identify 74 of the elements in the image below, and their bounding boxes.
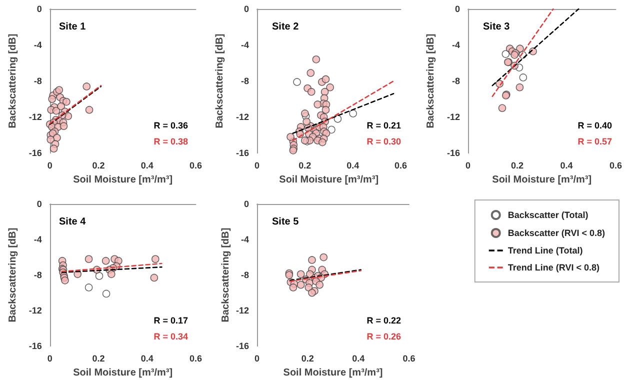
- y-tick-label: 0: [244, 4, 249, 14]
- text: Site 1: [59, 22, 86, 32]
- x-tick-label: 0.6: [394, 160, 407, 171]
- y-axis-title: Backscattering [dB]: [426, 34, 437, 128]
- x-tick-label: 0.4: [352, 354, 365, 364]
- y-tick-label: -4: [34, 234, 42, 245]
- y-tick-label: -8: [452, 76, 460, 86]
- x-tick-label: 0.6: [189, 160, 202, 171]
- annotation: R = 0.34: [154, 332, 188, 342]
- x-tick-label: 0.4: [560, 160, 573, 171]
- y-tick-label: -8: [34, 270, 42, 280]
- y-tick-label: -16: [28, 148, 42, 158]
- legend-label: Backscatter (Total): [508, 210, 588, 220]
- annotation: R = 0.40: [578, 120, 612, 130]
- annotation: R = 0.57: [578, 136, 612, 146]
- y-tick-label: -8: [34, 76, 42, 86]
- y-tick-label: -4: [240, 40, 249, 50]
- y-axis-title: Backscattering [dB]: [214, 34, 226, 128]
- y-tick-label: -4: [34, 40, 42, 50]
- y-axis-title: Backscattering [dB]: [220, 228, 232, 322]
- x-tick-label: 0.2: [298, 160, 312, 171]
- x-tick-label: 0: [465, 160, 471, 171]
- y-tick-label: -16: [28, 341, 42, 352]
- y-tick-label: -16: [446, 148, 460, 158]
- annotation: R = 0.21: [366, 120, 401, 130]
- text: Site 2: [272, 22, 300, 32]
- y-tick-label: -8: [240, 270, 249, 280]
- annotation: R = 0.38: [154, 136, 188, 146]
- x-tick-label: 0.4: [346, 160, 360, 171]
- annotation: R = 0.22: [366, 316, 401, 326]
- legend-label: Trend Line (RVI < 0.8): [508, 262, 600, 272]
- y-tick-label: -16: [236, 341, 249, 352]
- legend-label: Trend Line (Total): [508, 246, 583, 256]
- y-tick-label: -4: [452, 40, 460, 50]
- annotation: R = 0.36: [154, 120, 188, 130]
- y-axis-title: Backscattering [dB]: [8, 34, 18, 128]
- y-tick-label: -12: [28, 306, 42, 316]
- annotation: R = 0.17: [154, 316, 188, 326]
- x-tick-label: 0.2: [92, 160, 105, 171]
- y-tick-label: -12: [236, 306, 249, 316]
- y-tick-label: -12: [446, 112, 460, 122]
- y-tick-label: -4: [240, 234, 249, 245]
- text: Site 3: [483, 22, 510, 32]
- x-axis-title: Soil Moisture [m³/m³]: [279, 174, 379, 186]
- x-tick-label: 0.2: [510, 160, 524, 171]
- y-axis-title: Backscattering [dB]: [8, 228, 18, 322]
- x-tick-label: 0: [47, 354, 52, 364]
- x-tick-label: 0.4: [140, 160, 154, 171]
- annotation: R = 0.30: [366, 136, 401, 146]
- x-tick-label: 0: [254, 354, 260, 364]
- y-tick-label: 0: [244, 199, 249, 209]
- x-tick-label: 0.6: [402, 354, 416, 364]
- legend-label: Backscatter (RVI < 0.8): [508, 228, 606, 238]
- text: Site 4: [59, 216, 86, 228]
- x-tick-label: 0.4: [140, 354, 154, 364]
- y-tick-label: -8: [240, 76, 249, 86]
- y-tick-label: -12: [236, 112, 249, 122]
- x-tick-label: 0.2: [301, 354, 314, 364]
- y-tick-label: 0: [36, 199, 42, 209]
- x-tick-label: 0.6: [609, 160, 622, 171]
- x-tick-label: 0.2: [92, 354, 105, 364]
- x-tick-label: 0: [47, 160, 52, 171]
- x-axis-title: Soil Moisture [m³/m³]: [73, 368, 173, 378]
- text: Site 5: [272, 216, 300, 228]
- x-axis-title: Soil Moisture [m³/m³]: [283, 368, 383, 378]
- x-axis-title: Soil Moisture [m³/m³]: [492, 174, 592, 186]
- y-tick-label: 0: [454, 4, 460, 14]
- x-tick-label: 0: [254, 160, 260, 171]
- y-tick-label: 0: [36, 4, 42, 14]
- y-tick-label: -16: [236, 148, 249, 158]
- x-tick-label: 0.6: [189, 354, 202, 364]
- y-tick-label: -12: [28, 112, 42, 122]
- annotation: R = 0.26: [366, 332, 401, 342]
- x-axis-title: Soil Moisture [m³/m³]: [73, 174, 173, 186]
